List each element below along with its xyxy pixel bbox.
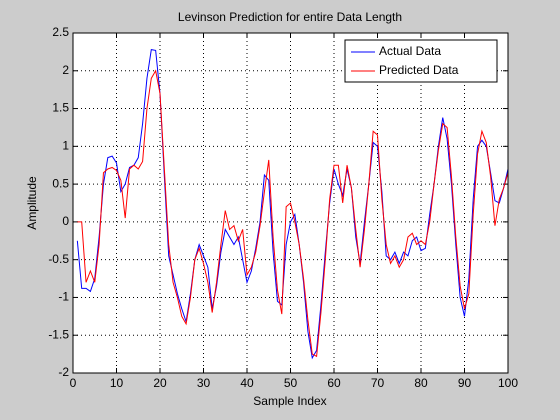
chart-title: Levinson Prediction for entire Data Leng… bbox=[178, 10, 402, 24]
x-tick-label: 50 bbox=[284, 376, 298, 390]
x-tick-label: 70 bbox=[371, 376, 385, 390]
y-tick-label: -1.5 bbox=[48, 327, 69, 341]
y-tick-label: 2 bbox=[62, 63, 69, 77]
x-tick-label: 90 bbox=[458, 376, 472, 390]
x-tick-label: 0 bbox=[70, 376, 77, 390]
data-line bbox=[77, 69, 509, 358]
y-tick-label: -2 bbox=[58, 365, 69, 379]
legend-box bbox=[344, 39, 498, 83]
y-tick-label: 1 bbox=[62, 139, 69, 153]
legend-label: Predicted Data bbox=[379, 63, 459, 77]
x-tick-label: 100 bbox=[498, 376, 518, 390]
y-tick-label: 2.5 bbox=[52, 25, 69, 39]
x-tick-label: 80 bbox=[414, 376, 428, 390]
x-axis-label: Sample Index bbox=[253, 394, 326, 408]
y-tick-label: -1 bbox=[58, 290, 69, 304]
plot-frame bbox=[72, 32, 509, 374]
y-tick-label: 1.5 bbox=[52, 101, 69, 115]
x-tick-label: 40 bbox=[240, 376, 254, 390]
legend-label: Actual Data bbox=[379, 44, 441, 58]
y-tick-label: 0 bbox=[62, 214, 69, 228]
y-tick-label: 0.5 bbox=[52, 176, 69, 190]
x-tick-label: 60 bbox=[327, 376, 341, 390]
y-tick-label: -0.5 bbox=[48, 252, 69, 266]
x-tick-label: 30 bbox=[197, 376, 211, 390]
y-axis-label: Amplitude bbox=[25, 176, 39, 230]
x-tick-label: 20 bbox=[153, 376, 167, 390]
x-tick-label: 10 bbox=[110, 376, 124, 390]
